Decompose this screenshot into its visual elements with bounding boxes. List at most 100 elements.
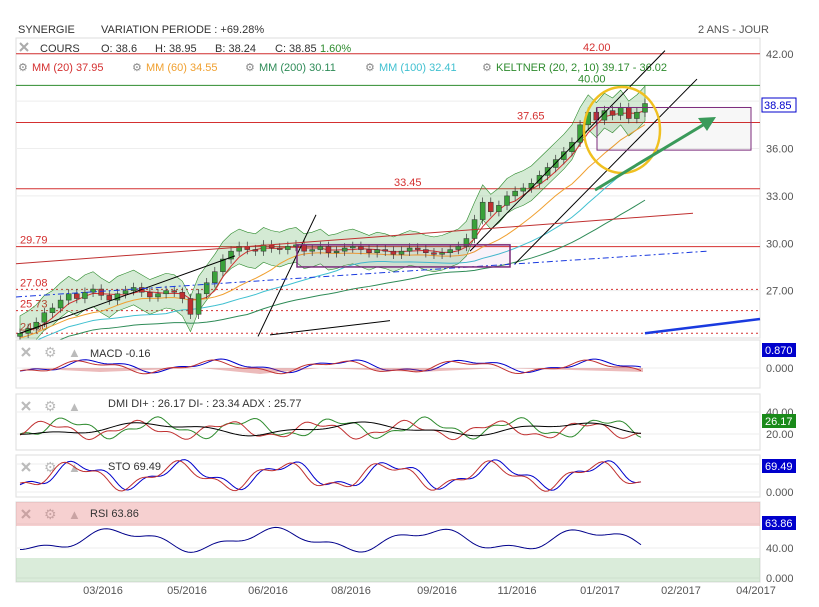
candle-body (593, 111, 600, 121)
ma60-line (19, 124, 646, 339)
gear-icon: ⚙ (18, 62, 28, 74)
target-rectangle (596, 106, 752, 151)
di-plus-line (19, 416, 642, 440)
candle-body (634, 111, 640, 119)
candle-body (350, 246, 356, 249)
candle-body (203, 282, 210, 295)
y-tick-label: 20.00 (766, 429, 794, 441)
level-label: 27.08 (20, 277, 48, 289)
close-icon (21, 401, 31, 411)
last-price-value: 38.85 (764, 100, 792, 112)
trend-line (257, 214, 317, 337)
candle-body (577, 124, 583, 143)
level-label: 37.65 (517, 110, 545, 122)
y-tick-label: 36.00 (766, 144, 794, 156)
legend-label: MM (20) 37.95 (32, 62, 104, 74)
trend-line (15, 250, 709, 298)
close-icon (21, 347, 31, 357)
candle-body (374, 249, 380, 253)
candle-body (57, 299, 64, 309)
y-tick-label: 33.00 (766, 191, 794, 203)
candle-body (504, 195, 510, 206)
close-icon (21, 462, 31, 472)
legend-label: MM (60) 34.55 (146, 62, 218, 74)
legend-item: ⚙ MM (20) 37.95 (18, 62, 104, 74)
candle-body (74, 293, 80, 299)
sto-badge (762, 459, 796, 473)
gear-icon: ⚙ (132, 62, 142, 74)
signal-line (19, 359, 642, 375)
rsi-oversold-zone (16, 558, 760, 582)
change-value: 1.60% (320, 43, 351, 55)
candle-body (463, 238, 470, 247)
candle-body (155, 293, 161, 298)
gear-icon: ⚙ (44, 459, 57, 475)
level-label: 40.00 (578, 73, 606, 85)
gear-icon: ⚙ (245, 62, 255, 74)
panel-border (15, 339, 761, 389)
period-label[interactable]: 2 ANS - JOUR (698, 24, 769, 36)
candle-body (455, 246, 462, 250)
trend-line (15, 212, 694, 265)
price-panel[interactable]: 42.0039.0036.0033.0030.0027.0042.0040.00… (15, 37, 794, 356)
price-panel-border (15, 37, 761, 339)
trend-line (19, 255, 236, 334)
gear-icon: ⚙ (365, 62, 375, 74)
candle-body (341, 247, 348, 252)
candle-body (212, 271, 218, 283)
candle-body (423, 249, 429, 253)
x-tick-label: 11/2016 (498, 585, 537, 597)
x-tick-label: 04/2017 (736, 585, 776, 597)
candle-body (90, 288, 96, 293)
x-tick-label: 06/2016 (248, 585, 288, 597)
legend-item: ⚙ MM (200) 30.11 (245, 62, 336, 74)
close-icon[interactable] (19, 42, 29, 52)
high-value: H: 38.95 (155, 43, 197, 55)
level-label: 33.45 (394, 177, 422, 189)
candle-body (406, 247, 413, 252)
candle-body (561, 151, 567, 160)
legend-label: MM (100) 32.41 (379, 62, 457, 74)
candle-body (609, 110, 616, 116)
trend-arrow (594, 120, 709, 192)
stochastic-panel[interactable]: 80.000.000⚙▲ (15, 454, 794, 499)
candle-body (358, 246, 364, 250)
candle-body (390, 250, 397, 255)
arrow-head (698, 117, 716, 131)
candle-body (479, 201, 486, 220)
trend-line (644, 317, 761, 335)
low-value: B: 38.24 (215, 43, 256, 55)
candle-body (496, 205, 502, 212)
variation-label: VARIATION PERIODE : +69.28% (101, 24, 264, 36)
indicator-legend: ⚙ MM (20) 37.95 ⚙ MM (60) 34.55 ⚙ MM (200) 30… (18, 62, 667, 74)
arrow-icon: ▲ (68, 507, 81, 522)
candle-body (65, 293, 72, 301)
candle-body (398, 250, 405, 255)
candle-body (228, 250, 234, 260)
legend-item: ⚙ MM (60) 34.55 (132, 62, 218, 74)
x-tick-label: 01/2017 (580, 585, 620, 597)
macd-panel[interactable]: 0.000 ⚙ ▲ (15, 339, 794, 389)
macd-last-value: 0.870 (765, 345, 793, 357)
trend-line (469, 50, 666, 252)
candle-body (17, 333, 23, 337)
candle-body (293, 244, 299, 247)
level-label: 42.00 (583, 42, 611, 54)
y-tick-label: 0.000 (766, 573, 794, 585)
level-label: 25.73 (20, 299, 48, 311)
candle-body (171, 290, 177, 293)
macd-badge (762, 343, 796, 357)
candle-body (98, 288, 104, 296)
dmi-last-value: 26.17 (765, 416, 793, 428)
dmi-badge (762, 414, 796, 428)
candle-body (49, 307, 56, 313)
candle-body (82, 291, 88, 299)
candle-body (439, 252, 445, 255)
candle-body (325, 246, 332, 253)
rsi-overbought-zone (16, 502, 760, 526)
candle-body (447, 249, 453, 253)
y-tick-label: 42.00 (766, 49, 794, 61)
